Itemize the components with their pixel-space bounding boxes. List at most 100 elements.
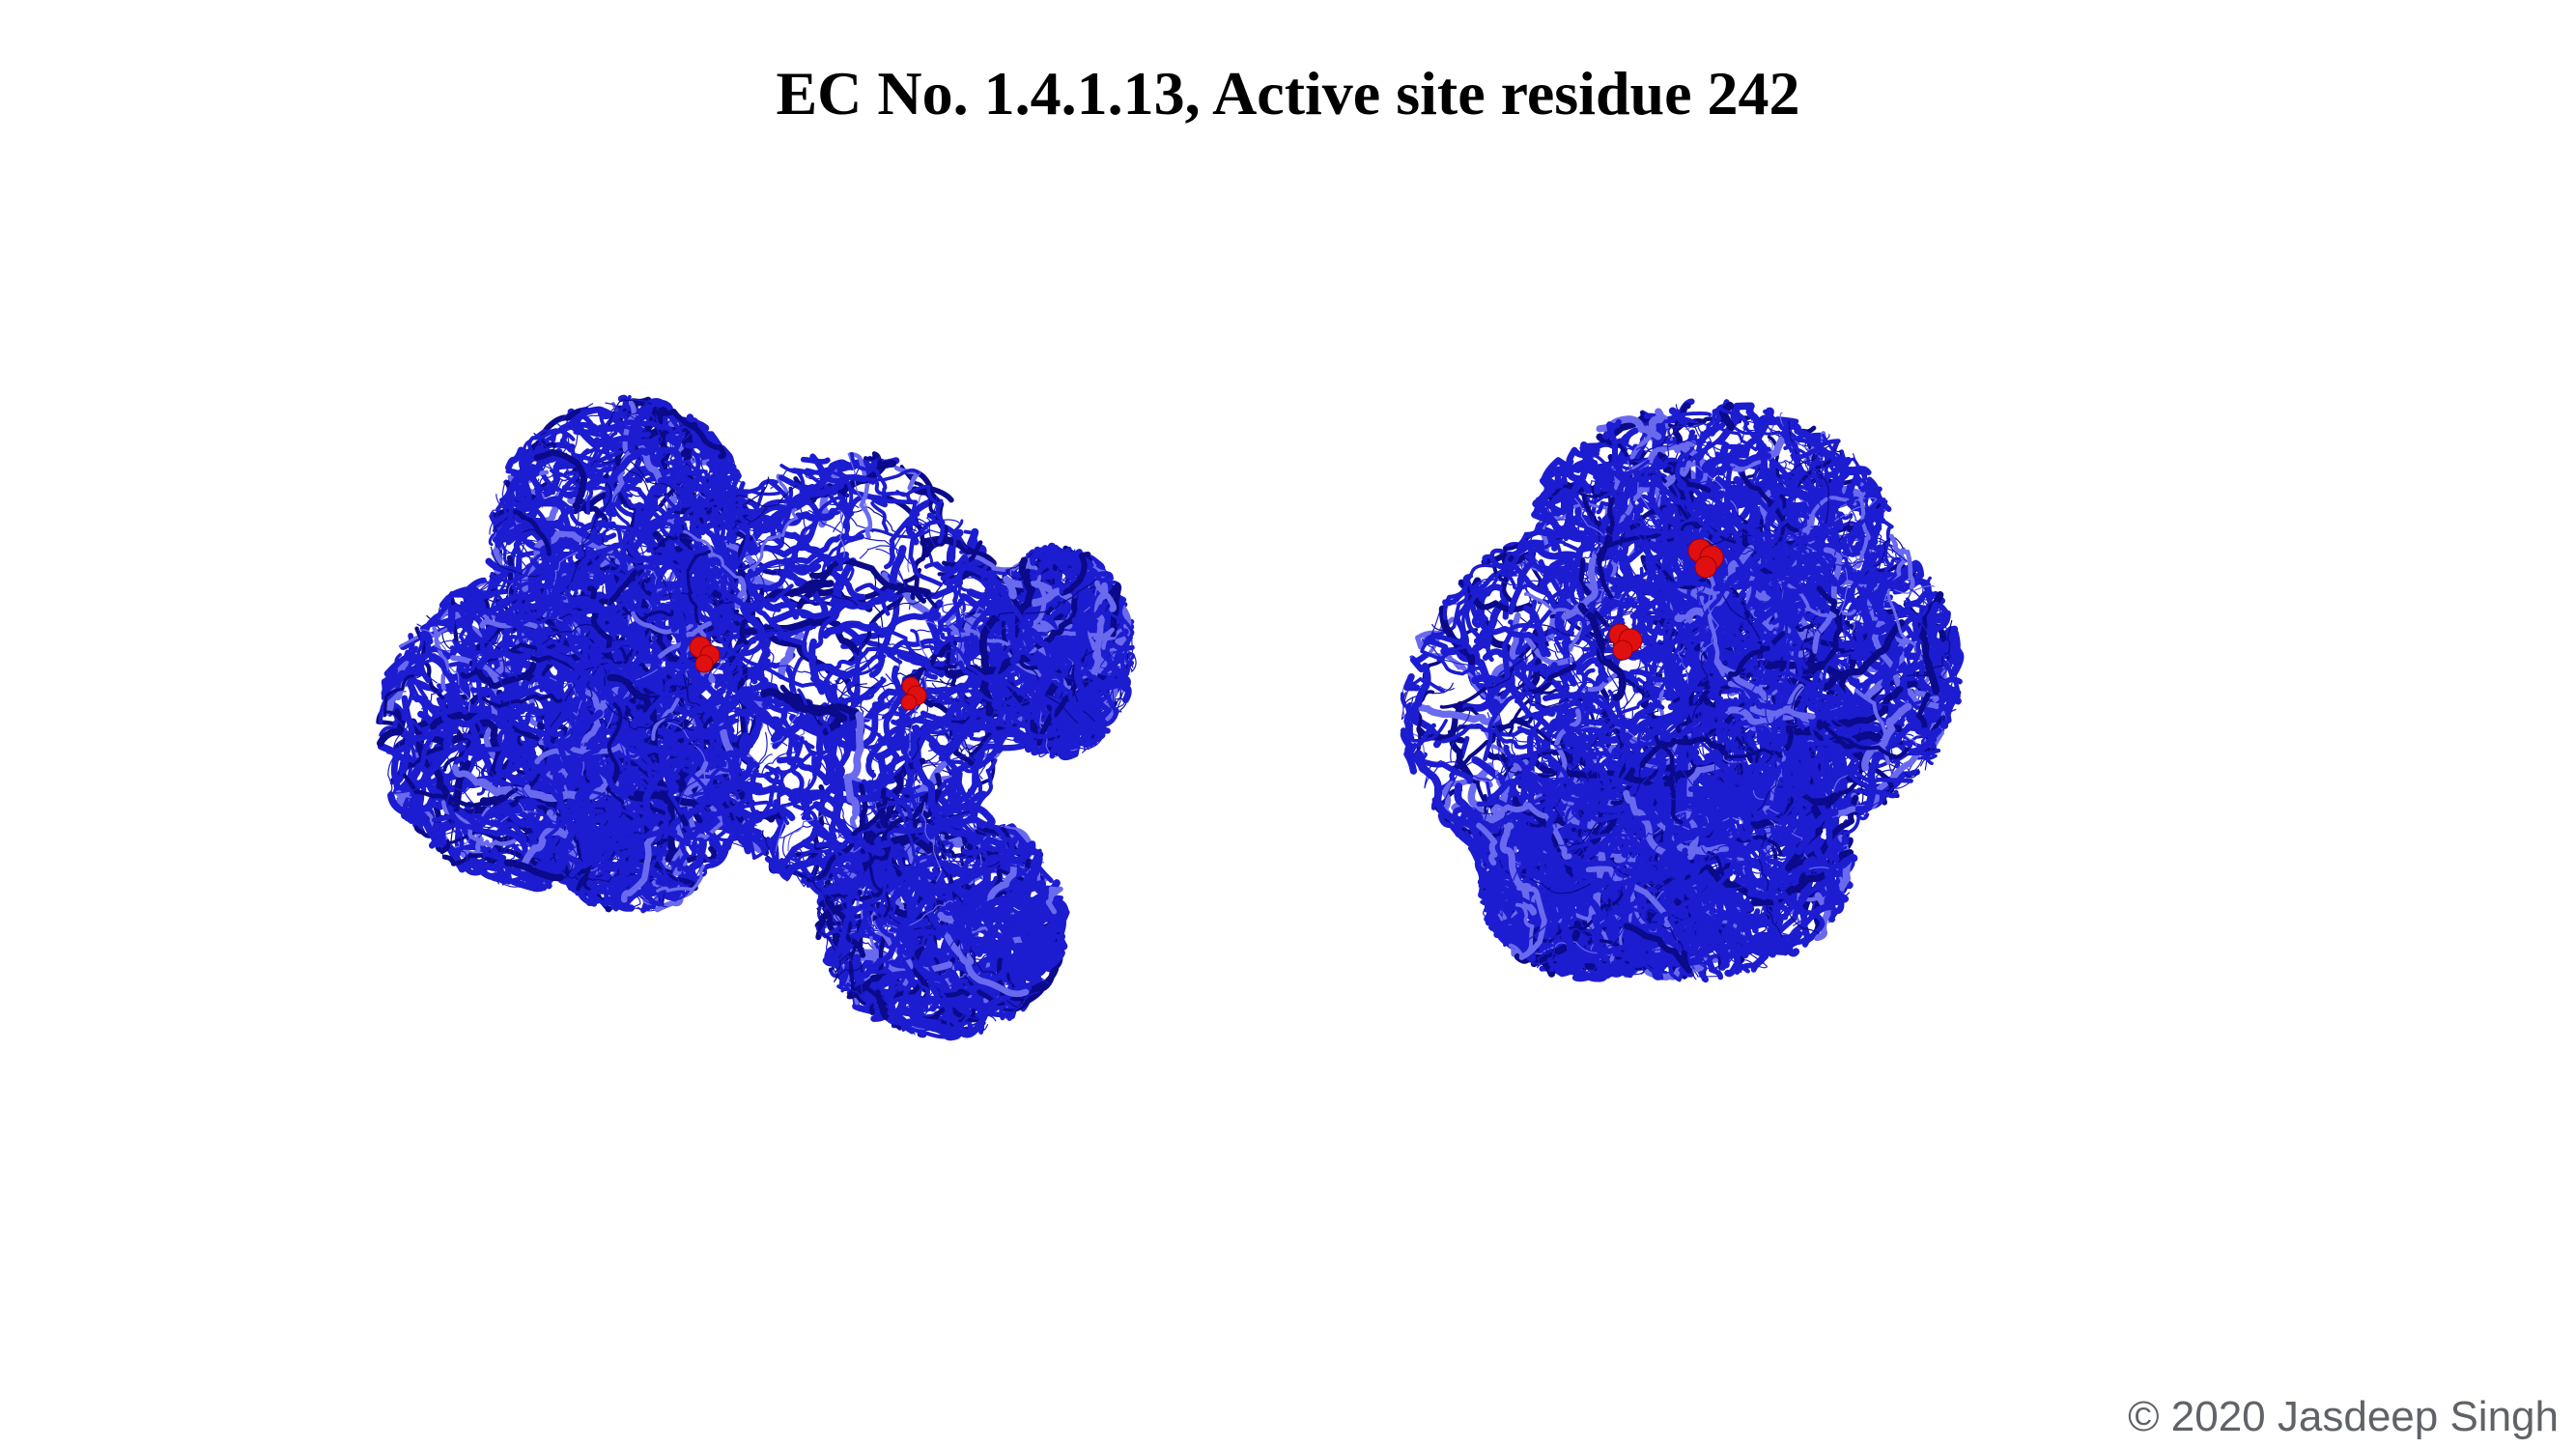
ribbon-strand — [1591, 617, 1625, 683]
ribbon-strand — [645, 719, 694, 731]
ribbon-strand — [782, 500, 845, 526]
ribbon-strand — [760, 688, 848, 723]
ribbon-strand — [785, 847, 848, 882]
ribbon-strand — [1034, 604, 1105, 707]
ribbon-strand — [1675, 548, 1696, 613]
ribbon-strand — [525, 498, 602, 547]
ribbon-strand — [752, 507, 799, 569]
ribbon-strand — [823, 646, 903, 684]
ribbon-strand — [1601, 867, 1665, 903]
ribbon-strand — [627, 737, 703, 761]
ribbon-strand — [603, 874, 641, 911]
ribbon-strand — [1772, 856, 1817, 882]
ribbon-strand — [1638, 610, 1737, 644]
ribbon-strand — [1503, 744, 1601, 799]
ribbon-strand — [1725, 727, 1785, 779]
ribbon-strand — [582, 410, 609, 515]
ribbon-strand — [563, 526, 599, 589]
ribbon-strand — [842, 676, 885, 717]
ribbon-strand — [652, 406, 671, 477]
ribbon-strand — [836, 469, 919, 526]
ribbon-strand — [390, 701, 457, 751]
ribbon-strand — [1635, 599, 1672, 691]
ribbon-strand — [404, 678, 434, 724]
ribbon-strand — [1763, 409, 1841, 450]
ribbon-strand — [1689, 774, 1717, 839]
ribbon-strand — [822, 917, 868, 967]
ribbon-strand — [1420, 639, 1485, 676]
ribbon-strand — [590, 460, 674, 497]
ribbon-strand — [382, 674, 414, 718]
ribbon-strand — [605, 402, 664, 433]
ribbon-strand — [381, 667, 426, 697]
ribbon-strand — [494, 788, 552, 847]
ribbon-strand — [1653, 833, 1675, 897]
ribbon-strand — [706, 493, 747, 568]
ribbon-strand — [1655, 412, 1713, 424]
ribbon-strand — [1052, 720, 1081, 760]
ribbon-strand — [571, 847, 591, 895]
ribbon-strand — [1918, 646, 1951, 701]
ribbon-strand — [981, 683, 1027, 744]
ribbon-strand — [960, 757, 998, 828]
ribbon-strand — [1809, 651, 1870, 740]
ribbon-strand — [1712, 717, 1822, 735]
ribbon-strand — [1814, 853, 1855, 890]
ribbon-strand — [1749, 706, 1816, 720]
ribbon-strand — [968, 790, 988, 806]
ribbon-strand — [1782, 419, 1830, 447]
ribbon-strand — [781, 554, 829, 578]
ribbon-strand — [481, 853, 534, 888]
ribbon-strand — [1740, 471, 1799, 533]
ribbon-strand — [955, 712, 1017, 740]
ribbon-strand — [1623, 923, 1693, 974]
ribbon-strand — [440, 800, 517, 847]
ribbon-strand — [826, 469, 920, 483]
ribbon-strand — [1442, 574, 1474, 621]
ribbon-strand — [1842, 518, 1882, 582]
ribbon-strand — [519, 448, 532, 502]
ribbon-strand — [728, 481, 750, 574]
ribbon-strand — [1688, 463, 1738, 512]
ribbon-strand — [1508, 902, 1535, 958]
ribbon-strand — [1825, 636, 1884, 664]
ribbon-strand — [499, 764, 562, 782]
ribbon-strand — [931, 865, 1028, 903]
ribbon-strand — [1648, 473, 1704, 561]
ribbon-strand — [1748, 582, 1855, 640]
ribbon-strand — [667, 507, 706, 524]
ribbon-strand — [489, 479, 507, 535]
ribbon-strand — [856, 933, 928, 979]
ribbon-strand — [764, 822, 822, 874]
ribbon-strand — [801, 753, 890, 809]
ribbon-strand — [622, 425, 675, 483]
ribbon-strand — [1510, 917, 1537, 963]
ribbon-strand — [552, 551, 579, 585]
ribbon-strand — [1654, 410, 1667, 507]
ribbon-strand — [1486, 892, 1504, 921]
ribbon-strand — [554, 772, 592, 844]
ribbon-strand — [989, 938, 1054, 976]
ribbon-strand — [553, 640, 643, 677]
ribbon-strand — [1047, 545, 1063, 595]
ribbon-strand — [629, 398, 655, 423]
ribbon-strand — [1821, 434, 1875, 522]
ribbon-strand — [1568, 658, 1610, 715]
ribbon-strand — [764, 764, 790, 825]
ribbon-strand — [981, 903, 1061, 948]
ribbon-strand — [586, 412, 646, 471]
ribbon-strand — [669, 459, 708, 539]
ribbon-strand — [1635, 440, 1736, 469]
ribbon-strand — [1514, 920, 1582, 964]
ribbon-strand — [1668, 407, 1685, 424]
ribbon-strand — [1779, 412, 1823, 459]
ribbon-strand — [1699, 566, 1719, 659]
ribbon-strand — [481, 693, 563, 709]
ribbon-strand — [1745, 526, 1767, 611]
ribbon-strand — [766, 837, 779, 873]
ribbon-strand — [425, 652, 468, 715]
active-site-residue-sphere — [1694, 555, 1717, 579]
ribbon-strand — [848, 939, 866, 1006]
ribbon-strand — [891, 648, 945, 678]
ribbon-strand — [1670, 797, 1743, 851]
